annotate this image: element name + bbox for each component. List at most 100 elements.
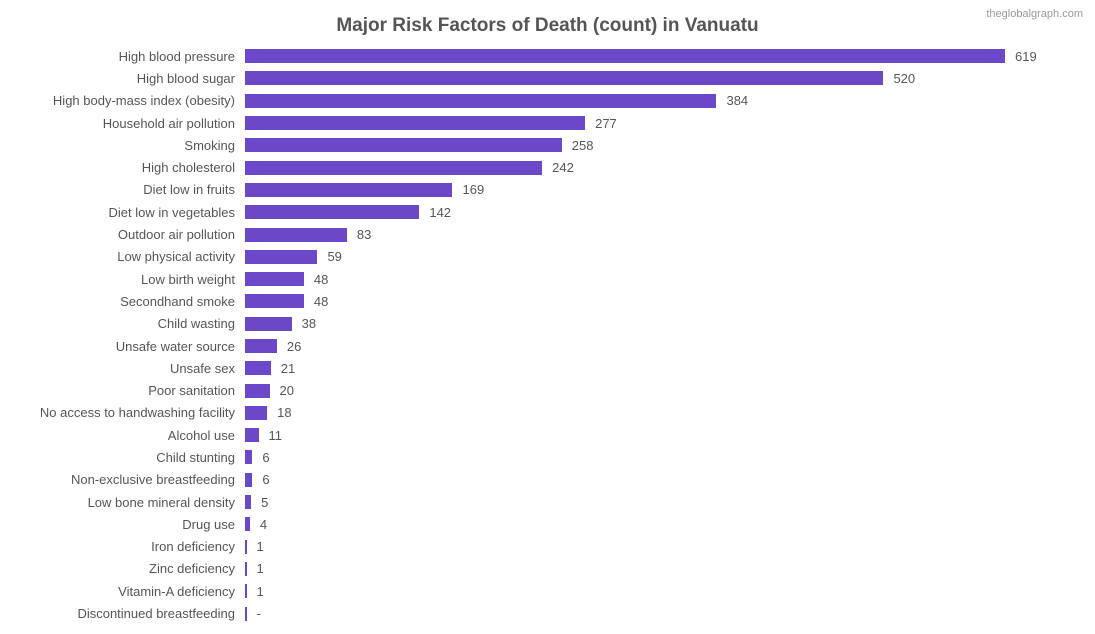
value-label: -: [257, 606, 261, 621]
value-label: 18: [277, 405, 291, 420]
chart-title: Major Risk Factors of Death (count) in V…: [0, 15, 1095, 37]
value-label: 1: [257, 584, 264, 599]
category-label: Outdoor air pollution: [0, 227, 235, 242]
category-label: Unsafe sex: [0, 361, 235, 376]
bar: [245, 138, 562, 152]
category-label: Diet low in fruits: [0, 182, 235, 197]
value-label: 6: [262, 472, 269, 487]
bar: [245, 272, 304, 286]
value-label: 619: [1015, 49, 1037, 64]
category-label: Unsafe water source: [0, 339, 235, 354]
category-label: Alcohol use: [0, 428, 235, 443]
value-label: 38: [302, 316, 316, 331]
category-label: Child wasting: [0, 316, 235, 331]
bar: [245, 94, 716, 108]
bar: [245, 473, 252, 487]
bar-row: 83: [245, 223, 1075, 245]
category-label: Low physical activity: [0, 249, 235, 264]
bar-row: 619: [245, 45, 1075, 67]
bar-row: 4: [245, 513, 1075, 535]
category-label: Diet low in vegetables: [0, 205, 235, 220]
bar: [245, 517, 250, 531]
bar: [245, 205, 419, 219]
bar-row: 242: [245, 156, 1075, 178]
category-label: Poor sanitation: [0, 383, 235, 398]
bar: [245, 161, 542, 175]
category-label: High body-mass index (obesity): [0, 93, 235, 108]
value-label: 277: [595, 116, 617, 131]
category-label: Low bone mineral density: [0, 495, 235, 510]
bar-row: 1: [245, 558, 1075, 580]
bar: [245, 540, 247, 554]
value-label: 169: [462, 182, 484, 197]
bar-row: 1: [245, 580, 1075, 602]
category-label: Discontinued breastfeeding: [0, 606, 235, 621]
value-label: 20: [280, 383, 294, 398]
bar-row: 20: [245, 379, 1075, 401]
value-label: 6: [262, 450, 269, 465]
value-label: 83: [357, 227, 371, 242]
value-label: 26: [287, 339, 301, 354]
category-label: Non-exclusive breastfeeding: [0, 472, 235, 487]
value-label: 48: [314, 294, 328, 309]
bar: [245, 294, 304, 308]
category-label: High blood pressure: [0, 49, 235, 64]
bar-row: 6: [245, 469, 1075, 491]
value-label: 142: [429, 205, 451, 220]
bar-row: 1: [245, 536, 1075, 558]
bar-row: 169: [245, 179, 1075, 201]
bar-row: 277: [245, 112, 1075, 134]
bar: [245, 406, 267, 420]
y-axis-labels: High blood pressure High blood sugar High …: [0, 45, 240, 625]
bar-row: 384: [245, 90, 1075, 112]
category-label: No access to handwashing facility: [0, 405, 235, 420]
bar: [245, 228, 347, 242]
bar: [245, 607, 247, 621]
bar: [245, 317, 292, 331]
value-label: 4: [260, 517, 267, 532]
bar: [245, 183, 452, 197]
bar-row: 38: [245, 313, 1075, 335]
category-label: Iron deficiency: [0, 539, 235, 554]
value-label: 242: [552, 160, 574, 175]
category-label: Child stunting: [0, 450, 235, 465]
category-label: Zinc deficiency: [0, 561, 235, 576]
bar: [245, 71, 883, 85]
bar-row: 258: [245, 134, 1075, 156]
category-label: Vitamin-A deficiency: [0, 584, 235, 599]
bar: [245, 361, 271, 375]
category-label: Household air pollution: [0, 116, 235, 131]
bar-row: 48: [245, 290, 1075, 312]
value-label: 21: [281, 361, 295, 376]
bar: [245, 116, 585, 130]
value-label: 11: [269, 428, 283, 443]
bar-row: 18: [245, 402, 1075, 424]
bar-row: 21: [245, 357, 1075, 379]
plot-area: 619 520 384 277258 242 169 142 83 59 48 48 3826 21 20…: [245, 45, 1075, 625]
value-label: 1: [257, 539, 264, 554]
bar-row: 142: [245, 201, 1075, 223]
category-label: High blood sugar: [0, 71, 235, 86]
category-label: High cholesterol: [0, 160, 235, 175]
bar: [245, 562, 247, 576]
value-label: 258: [572, 138, 594, 153]
bar-row: 520: [245, 67, 1075, 89]
value-label: 1: [257, 561, 264, 576]
value-label: 59: [327, 249, 341, 264]
bar-row: 6: [245, 446, 1075, 468]
value-label: 48: [314, 272, 328, 287]
bar: [245, 450, 252, 464]
category-label: Drug use: [0, 517, 235, 532]
bar: [245, 495, 251, 509]
bar-row: 59: [245, 246, 1075, 268]
value-label: 5: [261, 495, 268, 510]
bar-row: 5: [245, 491, 1075, 513]
category-label: Smoking: [0, 138, 235, 153]
bar-row: -: [245, 602, 1075, 624]
bar: [245, 339, 277, 353]
bar: [245, 428, 259, 442]
bar: [245, 584, 247, 598]
bar: [245, 384, 270, 398]
value-label: 384: [726, 93, 748, 108]
category-label: Low birth weight: [0, 272, 235, 287]
